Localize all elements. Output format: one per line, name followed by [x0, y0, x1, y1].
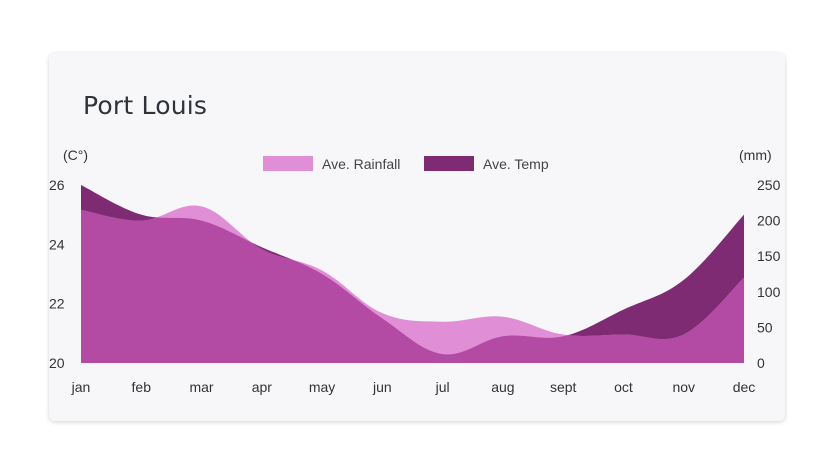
- climate-chart: Ave. Rainfall Ave. Temp (C°) (mm) 20 22 24…: [49, 147, 781, 395]
- y-left-axis-label: (C°): [63, 147, 88, 163]
- y-right-tick-label: 0: [757, 355, 765, 371]
- legend-label-temp[interactable]: Ave. Temp: [483, 156, 549, 172]
- y-left-ticks: 20 22 24 26: [49, 177, 65, 371]
- x-tick-label: sept: [550, 379, 577, 395]
- y-left-tick-label: 22: [49, 296, 65, 312]
- x-tick-label: jun: [372, 379, 392, 395]
- area-overlap: [81, 205, 744, 363]
- y-right-tick-label: 200: [757, 213, 781, 229]
- chart-card: Port Louis Ave. Rainfall Ave. Temp (C°) …: [49, 53, 785, 421]
- y-right-axis-label: (mm): [739, 147, 772, 163]
- x-tick-label: oct: [614, 379, 633, 395]
- y-left-tick-label: 26: [49, 177, 65, 193]
- y-right-tick-label: 50: [757, 319, 773, 335]
- chart-title: Port Louis: [83, 91, 208, 120]
- legend-label-rainfall[interactable]: Ave. Rainfall: [322, 156, 400, 172]
- x-tick-label: jul: [435, 379, 450, 395]
- x-tick-label: nov: [672, 379, 695, 395]
- y-right-ticks: 0 50 100 150 200 250: [757, 177, 781, 371]
- x-tick-label: jan: [71, 379, 91, 395]
- x-ticks: jan feb mar apr may jun jul aug sept oct nov dec: [71, 379, 756, 395]
- y-left-tick-label: 24: [49, 236, 65, 252]
- x-tick-label: aug: [491, 379, 514, 395]
- x-tick-label: dec: [733, 379, 756, 395]
- legend-swatch-temp[interactable]: [424, 156, 474, 171]
- y-left-tick-label: 20: [49, 355, 65, 371]
- legend-swatch-rainfall[interactable]: [263, 156, 313, 171]
- y-right-tick-label: 250: [757, 177, 781, 193]
- plot-areas: [81, 185, 744, 363]
- x-tick-label: may: [309, 379, 335, 395]
- y-right-tick-label: 150: [757, 248, 781, 264]
- x-tick-label: mar: [189, 379, 213, 395]
- x-tick-label: apr: [252, 379, 273, 395]
- legend: Ave. Rainfall Ave. Temp: [263, 156, 549, 172]
- y-right-tick-label: 100: [757, 284, 781, 300]
- x-tick-label: feb: [132, 379, 152, 395]
